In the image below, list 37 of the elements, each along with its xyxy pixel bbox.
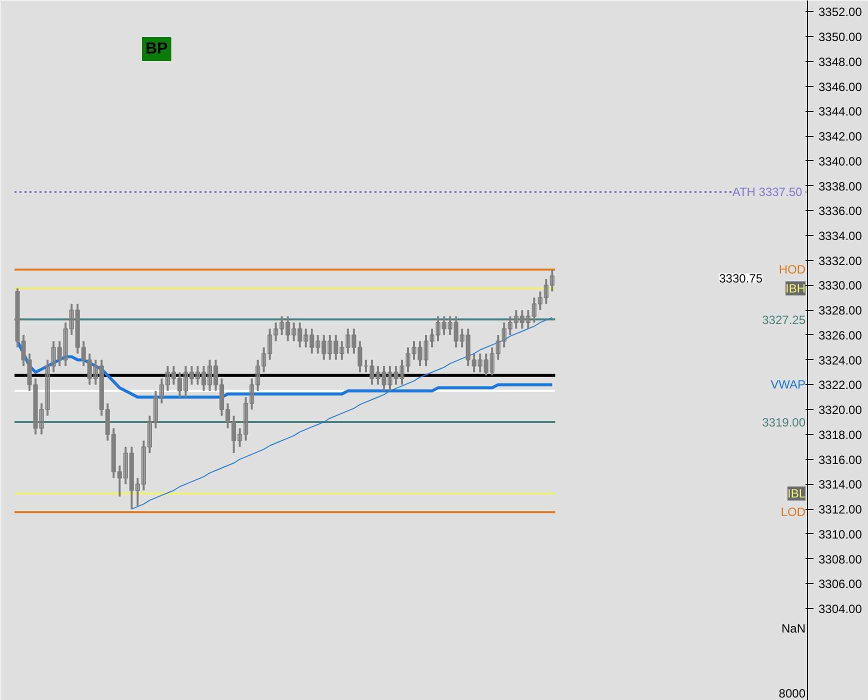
y-tick-label: 3320.00 (818, 403, 862, 418)
ref-line-label: IBH (785, 281, 806, 296)
y-tick-label: 3312.00 (818, 502, 862, 517)
annotation: BP (146, 40, 168, 58)
ref-line-label: LOD (780, 505, 806, 520)
y-tick-label: 3332.00 (818, 254, 862, 268)
annotation: 3330.75 (719, 272, 763, 286)
y-tick-label: 3308.00 (818, 552, 862, 566)
y-tick-label: 3340.00 (818, 154, 862, 168)
y-tick-label: 3314.00 (818, 478, 862, 492)
ref-line-label: ATH 3337.50 (732, 184, 802, 199)
y-tick-label: 3350.00 (818, 30, 862, 44)
y-tick-label: 3318.00 (818, 428, 862, 442)
y-tick-label: 3306.00 (818, 577, 862, 592)
ref-line-label: 3327.25 (762, 312, 806, 327)
y-tick-label: 3348.00 (818, 54, 862, 69)
y-tick-label: 3322.00 (818, 378, 862, 392)
y-tick-label: 3326.00 (818, 328, 862, 342)
y-tick-label: 3342.00 (818, 130, 862, 144)
y-tick-label: 3344.00 (818, 104, 862, 119)
y-tick-label: 3338.00 (818, 179, 862, 194)
ref-line-label: 3319.00 (762, 415, 806, 430)
y-tick-label: 3330.00 (818, 278, 862, 293)
y-tick-label: 3336.00 (818, 204, 862, 218)
y-tick-label: 3352.00 (818, 5, 862, 20)
annotation: NaN (781, 622, 806, 636)
y-tick-label: 3304.00 (818, 602, 862, 616)
y-tick-label: 3316.00 (818, 452, 862, 467)
y-tick-label: 3346.00 (818, 80, 862, 94)
y-tick-label: 3310.00 (818, 527, 862, 542)
y-tick-label: 3324.00 (818, 353, 862, 368)
ref-line-label: HOD (778, 262, 806, 277)
annotation: 8000 (778, 686, 806, 700)
text: VWAP (770, 378, 806, 392)
y-tick-label: 3328.00 (818, 304, 862, 318)
ref-line-label: IBL (787, 486, 806, 500)
y-tick-label: 3334.00 (818, 228, 862, 243)
